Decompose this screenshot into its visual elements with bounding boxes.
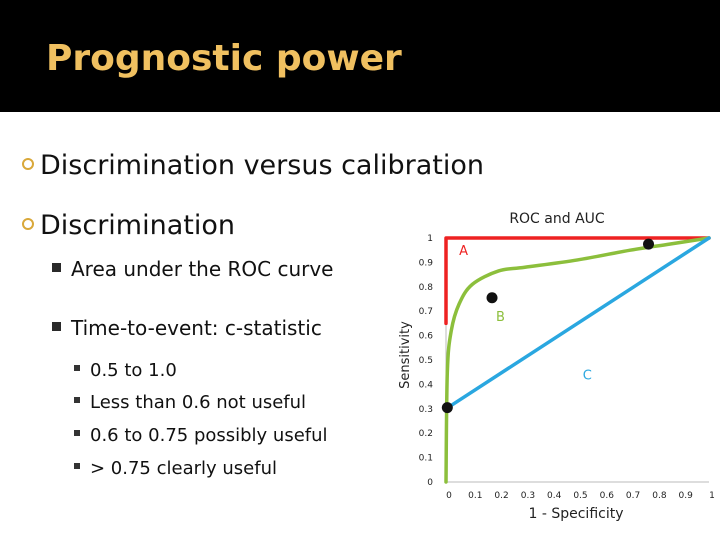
x-tick-label: 0.8: [652, 491, 667, 501]
x-tick-label: 0.3: [521, 491, 535, 501]
x-tick-label: 0: [446, 491, 452, 501]
y-tick-label: 0.6: [419, 332, 434, 342]
bullet-text: Less than 0.6 not useful: [90, 392, 307, 413]
y-tick-label: 1: [427, 234, 433, 244]
bullet-small-square-icon: [74, 430, 80, 436]
curve-annotation-label: A: [459, 244, 468, 259]
sub-bullet-possibly-useful: 0.6 to 0.75 possibly useful: [74, 425, 328, 446]
y-tick-label: 0: [427, 478, 433, 488]
curve-annotation-label: C: [583, 369, 592, 384]
y-tick-label: 0.1: [419, 454, 433, 464]
bullet-text: 0.6 to 0.75 possibly useful: [90, 425, 328, 446]
curve-annotation-label: B: [496, 310, 505, 325]
bullet-small-square-icon: [74, 397, 80, 403]
bullet-ring-icon: [22, 157, 34, 170]
roc-series-line: [444, 236, 711, 411]
roc-series-line: [444, 236, 711, 326]
y-tick-label: 0.8: [419, 283, 434, 293]
bullet-text: 0.5 to 1.0: [90, 360, 177, 381]
slide-title: Prognostic power: [46, 38, 402, 79]
bullet-area-under-roc: Area under the ROC curve: [52, 257, 334, 281]
x-tick-label: 0.1: [468, 491, 482, 501]
bullet-small-square-icon: [74, 463, 80, 469]
bullet-discrimination: Discrimination: [22, 210, 235, 241]
x-tick-label: 0.5: [573, 491, 587, 501]
sub-bullet-range: 0.5 to 1.0: [74, 360, 177, 381]
bullet-text: Area under the ROC curve: [71, 257, 334, 281]
y-tick-label: 0.7: [419, 307, 433, 317]
title-bar: Prognostic power: [0, 0, 720, 112]
bullet-square-icon: [52, 322, 61, 331]
bullet-text: Discrimination versus calibration: [40, 150, 484, 181]
y-tick-label: 0.5: [419, 356, 433, 366]
bullet-discrimination-vs-calibration: Discrimination versus calibration: [22, 150, 484, 181]
roc-point-marker: [643, 238, 655, 250]
chart-title: ROC and AUC: [509, 211, 605, 227]
roc-point-marker: [441, 402, 453, 414]
bullet-c-statistic: Time-to-event: c-statistic: [52, 316, 322, 340]
bullet-square-icon: [52, 263, 61, 272]
sub-bullet-not-useful: Less than 0.6 not useful: [74, 392, 306, 413]
roc-point-marker: [486, 292, 498, 304]
bullet-text: Time-to-event: c-statistic: [71, 316, 322, 340]
x-axis-label: 1 - Specificity: [528, 506, 623, 522]
y-tick-label: 0.3: [419, 405, 433, 415]
x-tick-label: 0.4: [547, 491, 562, 501]
x-tick-label: 0.2: [494, 491, 508, 501]
roc-series-line: [444, 236, 711, 484]
bullet-text: Discrimination: [40, 210, 235, 241]
sub-bullet-clearly-useful: > 0.75 clearly useful: [74, 458, 277, 479]
y-axis-label: Sensitivity: [398, 321, 413, 389]
bullet-small-square-icon: [74, 365, 80, 371]
x-tick-label: 0.6: [600, 491, 615, 501]
x-tick-label: 1: [709, 491, 715, 501]
x-tick-label: 0.9: [679, 491, 694, 501]
y-tick-label: 0.2: [419, 429, 433, 439]
y-tick-label: 0.9: [419, 258, 434, 268]
x-tick-label: 0.7: [626, 491, 640, 501]
bullet-text: > 0.75 clearly useful: [90, 458, 277, 479]
bullet-ring-icon: [22, 217, 34, 230]
y-tick-label: 0.4: [419, 380, 434, 390]
